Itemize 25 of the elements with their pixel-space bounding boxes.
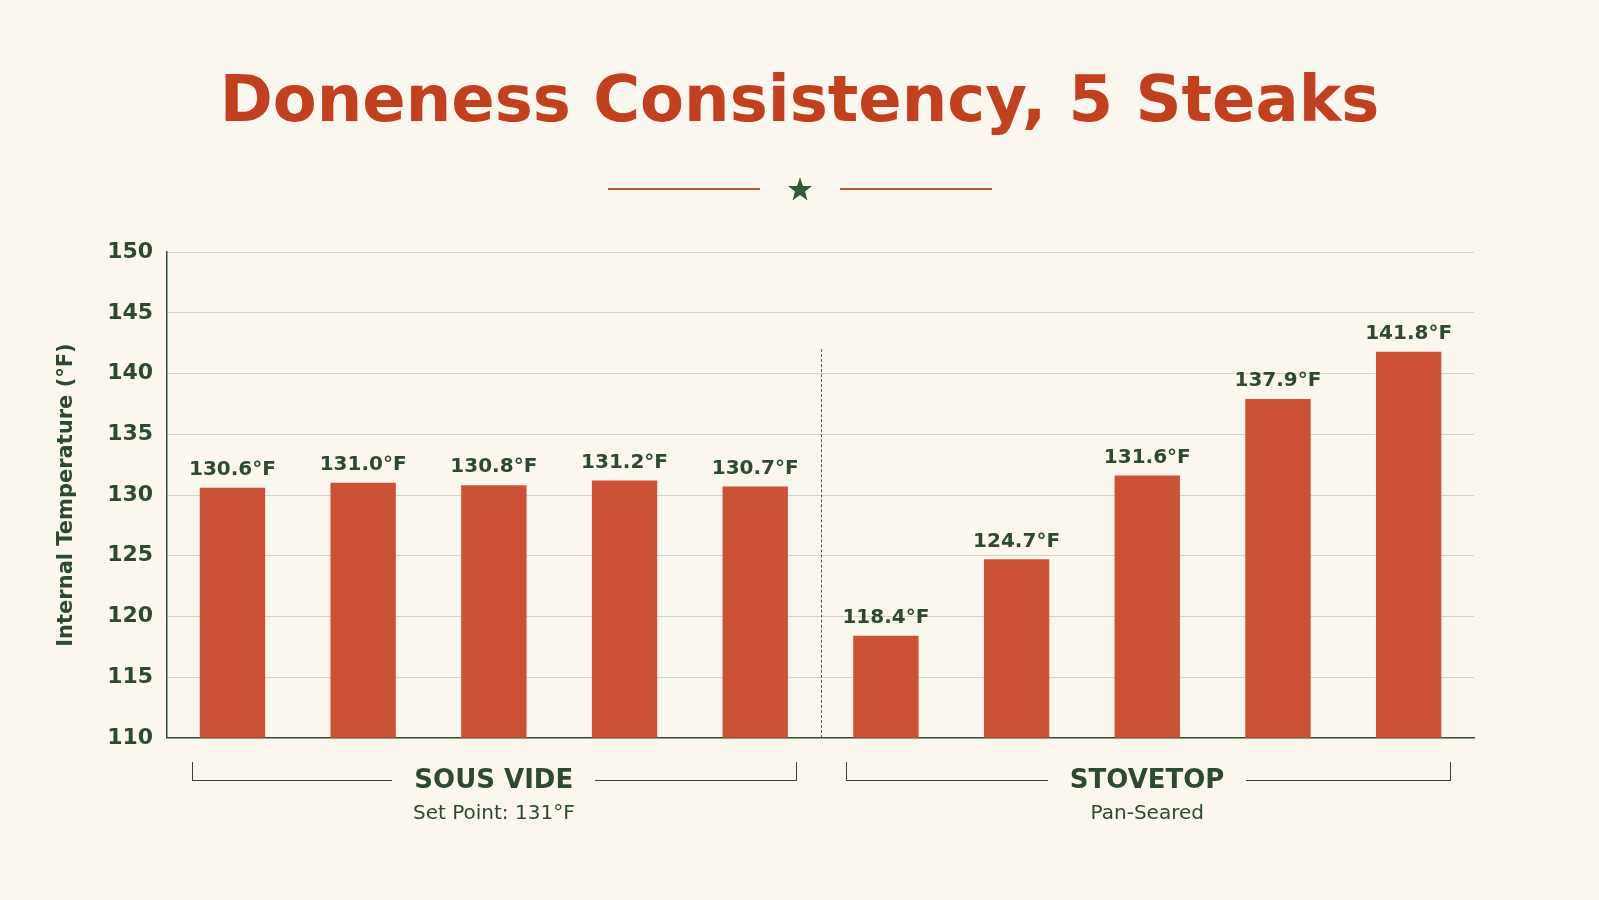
text: SOUS VIDE xyxy=(392,763,596,794)
y-tick-label: 120 xyxy=(107,602,154,628)
data-label: 137.9°F xyxy=(1234,367,1322,392)
y-tick-label: 110 xyxy=(107,723,154,749)
data-label: 131.2°F xyxy=(581,448,668,473)
y-axis-title: Internal Temperature (°F) xyxy=(53,343,78,647)
chart-title: Doneness Consistency, 5 Steaks xyxy=(218,62,1381,136)
text: Pan-Seared xyxy=(1089,799,1205,824)
data-label: 124.7°F xyxy=(973,527,1061,552)
data-label: 130.7°F xyxy=(711,454,799,479)
y-tick-label: 140 xyxy=(107,359,154,385)
y-tick-label: 130 xyxy=(107,480,154,506)
data-label: 130.8°F xyxy=(450,453,538,478)
data-label: 118.4°F xyxy=(842,604,930,629)
y-tick-label: 150 xyxy=(107,237,154,263)
y-tick-label: 125 xyxy=(107,541,154,567)
text: Set Point: 131°F xyxy=(412,799,576,824)
text: STOVETOP xyxy=(1047,763,1247,794)
data-label: 141.8°F xyxy=(1365,319,1453,344)
data-label: 131.0°F xyxy=(319,451,407,476)
y-tick-label: 145 xyxy=(107,298,154,324)
y-tick-label: 115 xyxy=(107,662,154,688)
data-label: 130.6°F xyxy=(189,455,276,480)
data-label: 131.6°F xyxy=(1103,443,1191,468)
y-tick-label: 135 xyxy=(107,420,154,446)
